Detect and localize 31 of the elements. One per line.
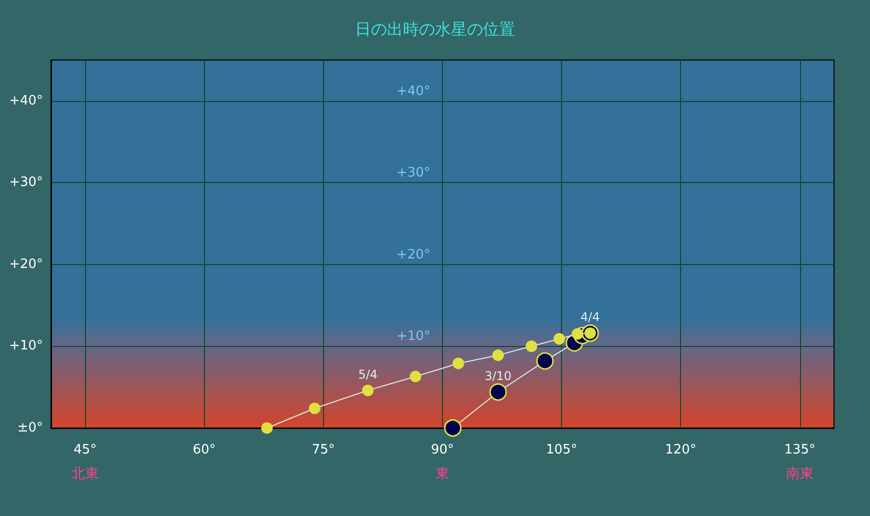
annotation: +10° — [396, 329, 430, 344]
point — [444, 419, 462, 437]
point — [553, 333, 565, 345]
point — [261, 422, 273, 434]
point — [526, 340, 538, 352]
annotation: +20° — [396, 247, 430, 262]
point — [536, 352, 554, 370]
point — [410, 370, 422, 382]
x-tick-label: 105° — [546, 442, 578, 458]
y-tick-label: +40° — [9, 93, 43, 108]
x-tick-label: 135° 南東 — [784, 442, 816, 482]
annotation: 5/4 — [358, 367, 378, 382]
point — [452, 358, 464, 370]
y-tick-label: +30° — [9, 175, 43, 190]
y-tick-label: +10° — [9, 338, 43, 354]
point — [362, 384, 374, 396]
x-tick-label: 90° 東 — [430, 442, 454, 482]
point — [489, 383, 507, 401]
chart-title: 日の出時の水星の位置 — [355, 20, 515, 38]
x-tick-label: 60° — [192, 442, 216, 458]
annotation: +40° — [396, 84, 430, 99]
annotation: 3/10 — [484, 369, 512, 384]
annotation: +30° — [396, 166, 430, 181]
y-tick-label: ±0° — [17, 420, 43, 436]
x-tick-label: 75° — [312, 442, 335, 458]
point — [308, 402, 320, 414]
x-tick-label: 120° — [665, 442, 696, 458]
annotation: 4/4 — [580, 310, 600, 324]
x-tick-label: 45° 北東 — [71, 442, 100, 482]
y-tick-label: +20° — [9, 256, 43, 272]
point — [492, 349, 504, 361]
